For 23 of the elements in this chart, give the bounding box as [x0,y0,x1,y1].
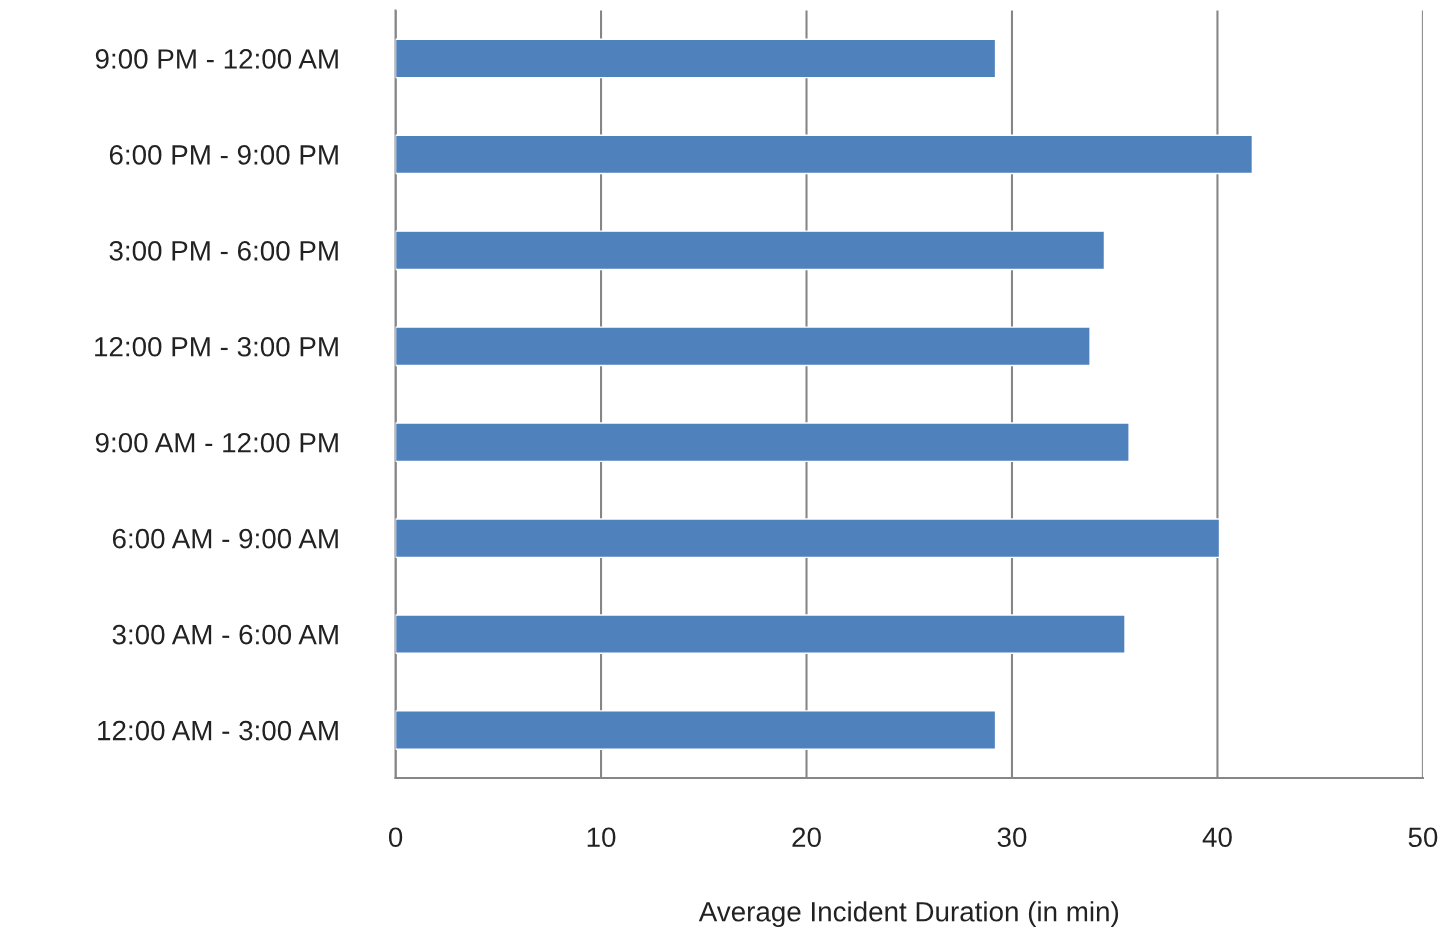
y-tick-label: 6:00 PM - 9:00 PM [109,145,338,165]
x-tick-label: 0 [388,827,403,848]
y-tick-label: 9:00 PM - 12:00 AM [95,49,338,69]
bar [395,230,1106,271]
bar [395,614,1126,655]
x-tick-label: 40 [1202,827,1232,848]
x-tick-label: 20 [792,827,821,848]
bar [395,134,1254,175]
x-tick-label: 10 [587,827,616,848]
y-tick-label: 6:00 AM - 9:00 AM [112,528,338,549]
bar [395,710,997,750]
bar [395,422,1130,463]
bar [395,326,1091,367]
y-tick-label: 3:00 PM - 6:00 PM [109,240,338,261]
x-tick-label: 50 [1408,827,1438,848]
y-tick-label: 12:00 PM - 3:00 PM [95,336,338,357]
y-tick-label: 3:00 AM - 6:00 AM [112,624,338,645]
bar [395,518,1221,559]
x-axis-title: Average Incident Duration (in min) [698,901,1119,928]
x-tick-label: 30 [997,827,1027,848]
bar [395,38,997,79]
y-tick-label: 12:00 AM - 3:00 AM [98,720,338,741]
y-tick-label: 9:00 AM - 12:00 PM [95,432,338,453]
